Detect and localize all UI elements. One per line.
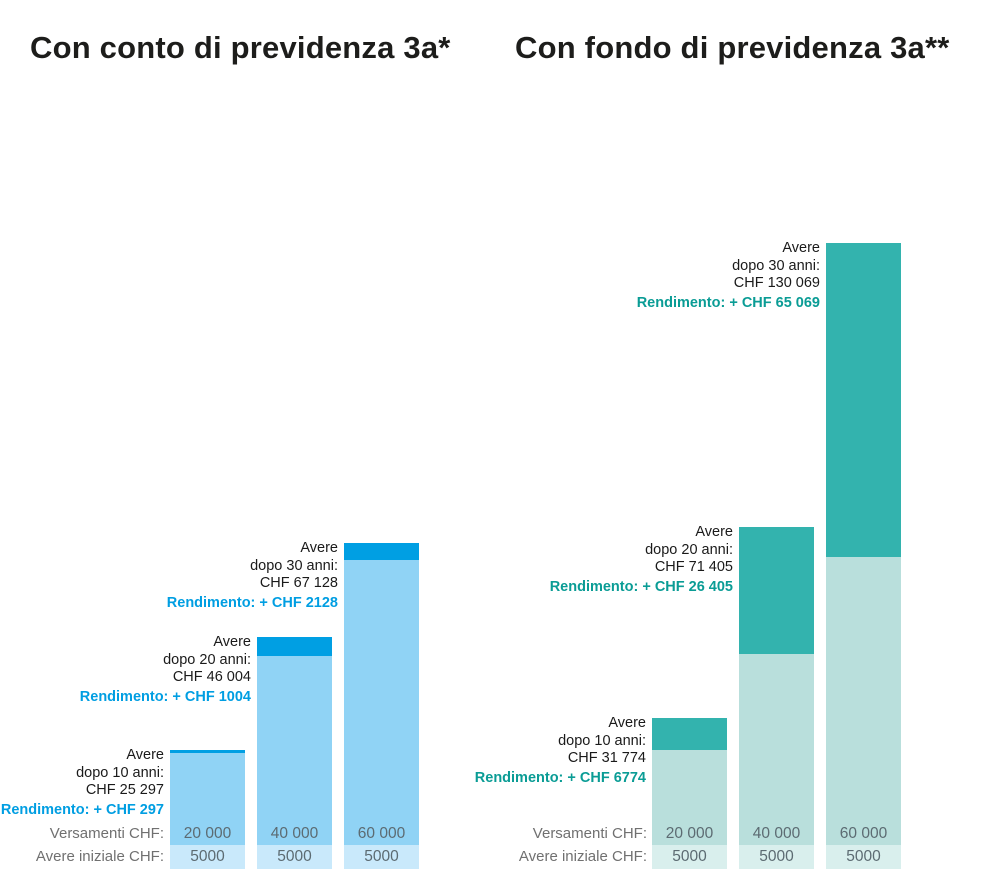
annotation-fondo-10y: Avere dopo 10 anni: CHF 31 774 Rendimento: …: [475, 715, 646, 788]
annotation-line-avere: Avere: [213, 634, 251, 650]
annotation-line-rendimento: Rendimento: + CHF 26 405: [549, 579, 733, 595]
versamenti-row-label-conto: Versamenti CHF:: [49, 825, 164, 842]
annotation-line-amount: CHF 67 128: [259, 575, 338, 591]
bar-fondo-20y: 40 000 5000: [739, 527, 814, 869]
annotation-fondo-30y: Avere dopo 30 anni: CHF 130 069 Rendimento:…: [637, 240, 820, 313]
bar-conto-20y: 40 000 5000: [257, 637, 332, 869]
segment-versamenti-fondo-20y: [739, 654, 814, 823]
annotation-line-amount: CHF 71 405: [654, 559, 733, 575]
versamenti-value-fondo-20y: 40 000: [739, 823, 814, 845]
segment-versamenti-conto-10y: [170, 753, 245, 823]
annotation-line-avere: Avere: [782, 240, 820, 256]
avere-iniziale-value-fondo-20y: 5000: [739, 845, 814, 869]
bar-conto-10y: 20 000 5000: [170, 750, 245, 869]
annotation-line-amount: CHF 31 774: [567, 750, 646, 766]
versamenti-value-fondo-30y: 60 000: [826, 823, 901, 845]
annotation-line-rendimento: Rendimento: + CHF 2128: [166, 595, 338, 611]
avere-iniziale-row-label-conto: Avere iniziale CHF:: [35, 848, 164, 865]
segment-versamenti-conto-20y: [257, 656, 332, 823]
segment-rendimento-fondo-10y: [652, 718, 727, 750]
avere-iniziale-value-fondo-30y: 5000: [826, 845, 901, 869]
versamenti-value-conto-30y: 60 000: [344, 823, 419, 845]
avere-iniziale-row-label-fondo: Avere iniziale CHF:: [518, 848, 647, 865]
annotation-line-avere: Avere: [695, 524, 733, 540]
annotation-line-period: dopo 10 anni:: [76, 764, 164, 781]
versamenti-value-fondo-10y: 20 000: [652, 823, 727, 845]
segment-rendimento-conto-20y: [257, 637, 332, 656]
annotation-line-amount: CHF 46 004: [172, 669, 251, 685]
segment-versamenti-fondo-10y: [652, 750, 727, 823]
chart-title-conto: Con conto di previdenza 3a*: [30, 30, 451, 65]
versamenti-value-conto-10y: 20 000: [170, 823, 245, 845]
annotation-line-rendimento: Rendimento: + CHF 1004: [79, 689, 251, 705]
bar-fondo-30y: 60 000 5000: [826, 243, 901, 869]
annotation-line-amount: CHF 130 069: [733, 275, 820, 291]
versamenti-value-conto-20y: 40 000: [257, 823, 332, 845]
annotation-line-avere: Avere: [300, 540, 338, 556]
annotation-line-period: dopo 30 anni:: [732, 257, 820, 274]
avere-iniziale-value-conto-20y: 5000: [257, 845, 332, 869]
segment-rendimento-fondo-20y: [739, 527, 814, 654]
annotation-line-avere: Avere: [608, 715, 646, 731]
annotation-conto-20y: Avere dopo 20 anni: CHF 46 004 Rendimento: …: [80, 634, 251, 707]
annotation-line-period: dopo 30 anni:: [250, 557, 338, 574]
annotation-fondo-20y: Avere dopo 20 anni: CHF 71 405 Rendimento: …: [550, 524, 733, 597]
annotation-line-rendimento: Rendimento: + CHF 297: [0, 802, 164, 818]
annotation-line-rendimento: Rendimento: + CHF 65 069: [636, 295, 820, 311]
avere-iniziale-value-conto-10y: 5000: [170, 845, 245, 869]
bar-conto-30y: 60 000 5000: [344, 543, 419, 869]
segment-rendimento-conto-10y: [170, 750, 245, 753]
chart-title-fondo: Con fondo di previdenza 3a**: [515, 30, 950, 65]
annotation-line-amount: CHF 25 297: [85, 782, 164, 798]
avere-iniziale-value-conto-30y: 5000: [344, 845, 419, 869]
annotation-line-period: dopo 10 anni:: [558, 732, 646, 749]
annotation-line-rendimento: Rendimento: + CHF 6774: [474, 770, 646, 786]
segment-rendimento-fondo-30y: [826, 243, 901, 557]
segment-versamenti-conto-30y: [344, 560, 419, 823]
segment-versamenti-fondo-30y: [826, 557, 901, 823]
annotation-line-avere: Avere: [126, 747, 164, 763]
annotation-conto-30y: Avere dopo 30 anni: CHF 67 128 Rendimento: …: [167, 540, 338, 613]
annotation-conto-10y: Avere dopo 10 anni: CHF 25 297 Rendimento: …: [1, 747, 164, 820]
annotation-line-period: dopo 20 anni:: [163, 651, 251, 668]
annotation-line-period: dopo 20 anni:: [645, 541, 733, 558]
segment-rendimento-conto-30y: [344, 543, 419, 560]
bar-fondo-10y: 20 000 5000: [652, 718, 727, 869]
versamenti-row-label-fondo: Versamenti CHF:: [532, 825, 647, 842]
avere-iniziale-value-fondo-10y: 5000: [652, 845, 727, 869]
